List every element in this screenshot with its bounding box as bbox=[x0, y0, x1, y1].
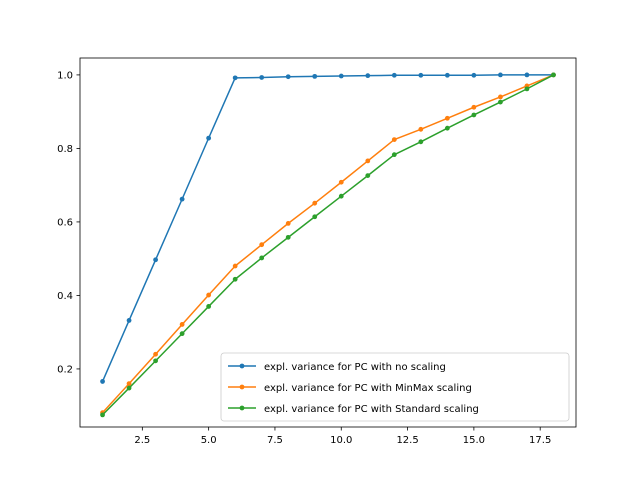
data-point bbox=[391, 137, 397, 142]
data-point bbox=[232, 263, 238, 269]
legend-box bbox=[220, 352, 570, 422]
data-point bbox=[312, 214, 318, 220]
data-point bbox=[498, 94, 503, 100]
data-point bbox=[126, 385, 132, 391]
y-tick-label: 0.2 bbox=[57, 364, 73, 375]
data-point bbox=[259, 242, 265, 248]
data-point bbox=[206, 304, 212, 309]
data-point bbox=[444, 115, 450, 121]
data-point bbox=[444, 72, 450, 78]
data-point bbox=[126, 318, 132, 323]
axes-frame bbox=[79, 57, 577, 428]
data-point bbox=[338, 193, 344, 199]
data-point bbox=[444, 125, 450, 131]
legend-label: expl. variance for PC with no scaling bbox=[264, 362, 446, 373]
data-point bbox=[100, 379, 105, 384]
data-point bbox=[206, 292, 212, 298]
legend-marker bbox=[239, 405, 245, 411]
x-tick-label: 12.5 bbox=[396, 435, 418, 446]
data-point bbox=[259, 255, 265, 261]
data-point bbox=[206, 135, 212, 141]
series-line-2 bbox=[102, 74, 554, 416]
data-point bbox=[179, 331, 185, 337]
data-point bbox=[471, 112, 477, 118]
x-tick-label: 10.0 bbox=[330, 435, 352, 446]
data-point bbox=[418, 72, 424, 78]
x-tick-label: 5.0 bbox=[201, 435, 217, 446]
data-point bbox=[100, 412, 105, 418]
data-point bbox=[232, 276, 238, 282]
data-point bbox=[391, 72, 397, 78]
x-tick-label: 7.5 bbox=[267, 435, 283, 446]
data-point bbox=[551, 72, 556, 78]
data-point bbox=[153, 257, 158, 263]
legend-label: expl. variance for PC with MinMax scalin… bbox=[264, 383, 472, 394]
data-point bbox=[471, 104, 477, 110]
data-point bbox=[391, 152, 397, 158]
data-point bbox=[285, 234, 291, 240]
data-point bbox=[338, 179, 344, 185]
data-point bbox=[418, 139, 424, 145]
data-point bbox=[524, 86, 530, 92]
x-tick-label: 15.0 bbox=[463, 435, 485, 446]
plot-area bbox=[100, 72, 556, 418]
y-tick-label: 0.4 bbox=[57, 291, 73, 302]
y-tick-label: 1.0 bbox=[57, 70, 73, 81]
data-point bbox=[153, 351, 158, 357]
series-line-0 bbox=[101, 74, 554, 382]
legend-marker bbox=[239, 363, 245, 369]
data-point bbox=[524, 72, 530, 78]
data-point bbox=[471, 72, 477, 78]
data-point bbox=[498, 99, 503, 105]
data-point bbox=[285, 220, 291, 226]
x-tick-label: 17.5 bbox=[529, 435, 551, 446]
data-point bbox=[365, 73, 371, 79]
data-point bbox=[179, 322, 185, 327]
data-point bbox=[365, 173, 371, 179]
axes: 2.5 5.0 7.5 10.0 12.5 15.0 17.5 0.2 0.4 0.6 0.8 1.0 bbox=[57, 57, 577, 446]
data-point bbox=[338, 73, 344, 79]
data-point bbox=[126, 381, 132, 387]
data-point bbox=[179, 196, 185, 202]
data-point bbox=[312, 73, 318, 79]
y-tick-label: 0.6 bbox=[57, 217, 73, 228]
data-point bbox=[418, 126, 424, 132]
data-point bbox=[232, 75, 238, 81]
data-point bbox=[259, 75, 265, 80]
data-point bbox=[365, 158, 371, 164]
data-point bbox=[285, 74, 291, 80]
legend: expl. variance for PC with no scaling exp… bbox=[220, 352, 570, 422]
data-point bbox=[312, 200, 318, 206]
series-line-1 bbox=[101, 74, 554, 414]
legend-label: expl. variance for PC with Standard scal… bbox=[264, 404, 479, 415]
legend-marker bbox=[239, 384, 245, 390]
data-point bbox=[498, 72, 503, 78]
x-tick-label: 2.5 bbox=[134, 435, 150, 446]
data-point bbox=[153, 358, 158, 364]
y-tick-label: 0.8 bbox=[57, 144, 73, 155]
